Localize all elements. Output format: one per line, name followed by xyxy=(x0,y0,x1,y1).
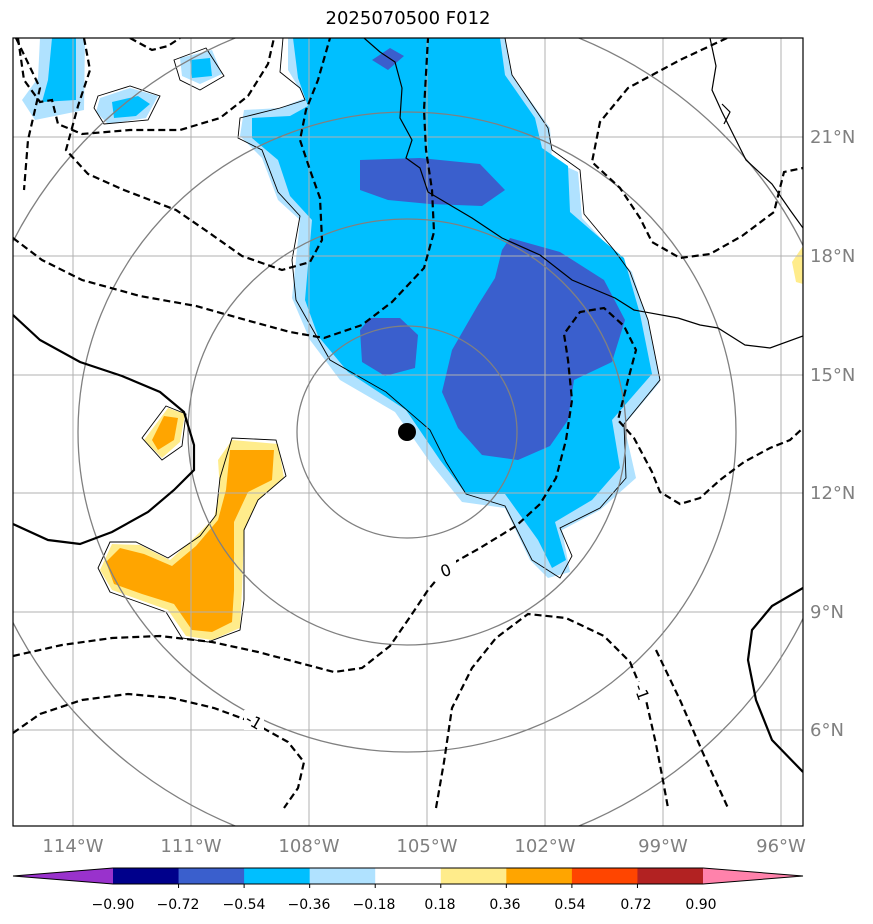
colorbar-tick-label: 0.90 xyxy=(685,897,716,913)
range-rings xyxy=(13,38,803,826)
contour-label: -1 xyxy=(630,681,653,702)
contour-label-bg xyxy=(244,710,264,730)
field-medium-blue xyxy=(360,318,418,376)
colorbar-tick-label: 0.72 xyxy=(620,897,651,913)
colorbar-swatch xyxy=(637,868,704,884)
field-medium-blue xyxy=(442,238,625,460)
colorbar-swatch xyxy=(440,868,507,884)
contour-label-bg xyxy=(632,682,652,702)
map-title: 2025070500 F012 xyxy=(325,8,491,29)
map-frame xyxy=(12,37,804,827)
lat-label: 12°N xyxy=(810,483,855,504)
coastline xyxy=(363,38,803,349)
lat-label: 21°N xyxy=(810,127,855,148)
storm-center-marker xyxy=(398,423,416,441)
colorbar xyxy=(12,867,804,888)
colorbar-tick-labels: −0.90 −0.72 −0.54 −0.36 −0.18 0.18 0.36 … xyxy=(92,897,717,913)
colorbar-tick-label: 0.54 xyxy=(554,897,585,913)
colorbar-extend-high xyxy=(703,868,803,884)
lat-label: 9°N xyxy=(810,602,844,623)
lon-label: 99°W xyxy=(638,836,688,857)
colorbar-swatch xyxy=(309,868,376,884)
colorbar-tick-label: −0.18 xyxy=(353,897,396,913)
field-orange xyxy=(106,450,274,632)
contour-label-bg xyxy=(436,560,456,580)
field-orange xyxy=(152,416,178,450)
colorbar-swatch xyxy=(571,868,638,884)
colorbar-tick-label: −0.54 xyxy=(223,897,266,913)
field-medium-blue xyxy=(360,158,505,206)
colorbar-swatch xyxy=(113,868,180,884)
colorbar-tick-label: −0.36 xyxy=(288,897,331,913)
lon-label: 102°W xyxy=(514,836,575,857)
colorbar-swatch xyxy=(244,868,311,884)
lon-label: 96°W xyxy=(756,836,806,857)
lat-label: 15°N xyxy=(810,365,855,386)
field-cyan xyxy=(42,38,76,102)
lon-label: 108°W xyxy=(278,836,339,857)
map-area: 0 -1 -1 xyxy=(13,38,803,826)
colorbar-tick-label: 0.36 xyxy=(489,897,520,913)
colorbar-extend-low xyxy=(13,868,113,884)
colorbar-tick-label: −0.90 xyxy=(92,897,135,913)
lat-labels: 21°N 18°N 15°N 12°N 9°N 6°N xyxy=(810,127,855,741)
positive-contours xyxy=(13,314,803,773)
colorbar-swatch xyxy=(375,868,442,884)
colorbar-swatch xyxy=(178,868,245,884)
lon-label: 105°W xyxy=(396,836,457,857)
lon-label: 114°W xyxy=(42,836,103,857)
colorbar-outline xyxy=(12,867,804,885)
field-yellow xyxy=(792,246,803,284)
lat-label: 18°N xyxy=(810,246,855,267)
negative-contours xyxy=(13,38,803,809)
lon-labels: 114°W 111°W 108°W 105°W 102°W 99°W 96°W xyxy=(42,836,806,857)
field-cyan xyxy=(112,96,150,118)
lat-label: 6°N xyxy=(810,720,844,741)
field-medium-blue xyxy=(372,48,404,70)
colorbar-tick-label: −0.72 xyxy=(157,897,200,913)
colorbar-swatch xyxy=(506,868,573,884)
field-cyan xyxy=(190,58,212,78)
graticule xyxy=(13,38,803,826)
colorbar-tick-label: 0.18 xyxy=(424,897,455,913)
lon-label: 111°W xyxy=(160,836,221,857)
